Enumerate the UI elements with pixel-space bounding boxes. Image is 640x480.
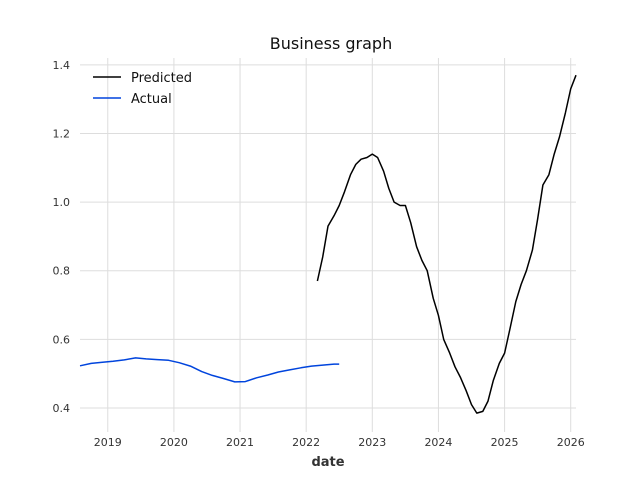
legend-label-actual: Actual — [131, 92, 172, 107]
series-line-predicted — [316, 74, 577, 414]
x-tick-label: 2022 — [292, 436, 320, 449]
x-tick-label: 2020 — [160, 436, 188, 449]
x-tick-label: 2021 — [226, 436, 254, 449]
x-tick-label: 2026 — [557, 436, 585, 449]
grid — [80, 58, 576, 432]
y-tick-label: 1.2 — [53, 127, 71, 140]
series-lines — [79, 74, 577, 414]
series-line-actual — [79, 357, 340, 383]
y-tick-label: 0.6 — [53, 333, 71, 346]
chart-title: Business graph — [270, 34, 392, 53]
legend: Predicted Actual — [93, 71, 192, 107]
x-tick-label: 2023 — [358, 436, 386, 449]
x-tick-label: 2025 — [491, 436, 519, 449]
y-tick-label: 1.4 — [53, 59, 71, 72]
y-tick-label: 1.0 — [53, 196, 71, 209]
y-axis-ticks: 0.4 0.6 0.8 1.0 1.2 1.4 — [53, 59, 71, 415]
legend-label-predicted: Predicted — [131, 71, 192, 86]
x-axis-label: date — [311, 455, 344, 470]
y-tick-label: 0.8 — [53, 265, 71, 278]
x-axis-ticks: 2019 2020 2021 2022 2023 2024 2025 2026 — [94, 436, 585, 449]
y-tick-label: 0.4 — [53, 402, 71, 415]
x-tick-label: 2024 — [424, 436, 452, 449]
x-tick-label: 2019 — [94, 436, 122, 449]
